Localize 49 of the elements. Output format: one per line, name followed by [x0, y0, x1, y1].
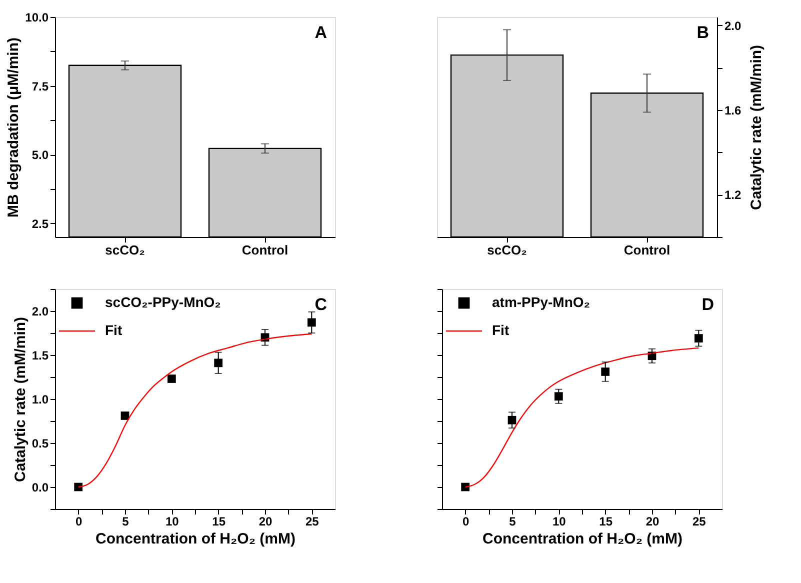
point	[461, 482, 470, 492]
point	[694, 334, 703, 342]
point	[601, 368, 610, 376]
y2-axis-title: Catalytic rate (mM/min)	[748, 44, 766, 210]
point	[167, 374, 176, 383]
x-tick-label: 25	[692, 514, 706, 528]
legend-label: Fit	[105, 322, 122, 338]
y2-tick-label: 1.2	[724, 188, 742, 202]
point	[120, 412, 130, 420]
y-tick-label: 5.0	[32, 148, 49, 162]
x-axis-title: Concentration of H₂O₂ (mM)	[482, 530, 682, 548]
x-tick-label: 0	[462, 514, 470, 528]
y-tick-label: 1.0	[32, 392, 49, 406]
x-tick-label: 5	[122, 514, 130, 528]
y-axis-title: MB degradation (μM/min)	[5, 37, 22, 218]
point	[214, 358, 223, 368]
x-tick-label: scCO₂	[487, 242, 528, 258]
x-axis-title: Concentration of H₂O₂ (mM)	[96, 530, 296, 548]
y-tick-label: 2.0	[32, 304, 49, 318]
x-tick-label: Control	[624, 242, 670, 258]
y-tick-label: 2.5	[32, 216, 49, 231]
x-tick-label: 20	[258, 514, 272, 528]
x-tick-label: 20	[646, 514, 660, 528]
y-tick-label: 0.0	[32, 480, 49, 494]
y2-tick-label: 2.0	[724, 18, 742, 33]
x-tick-label: 15	[599, 514, 613, 528]
annotation: A	[314, 23, 327, 42]
legend-label: Fit	[492, 322, 510, 338]
legend-label: atm-PPy-MnO₂	[492, 294, 590, 310]
x-tick-label: 0	[75, 514, 82, 528]
x-tick-label: 25	[305, 514, 320, 528]
x-tick-label: scCO₂	[105, 242, 146, 258]
x-tick-label: Control	[242, 242, 288, 258]
point	[74, 482, 83, 492]
y-tick-label: 7.5	[32, 79, 49, 94]
x-tick-label: 10	[165, 514, 180, 528]
x-tick-label: 5	[509, 514, 516, 528]
y-tick-label: 10.0	[25, 10, 49, 24]
legend-label: scCO₂-PPy-MnO₂	[105, 294, 221, 310]
y-tick-label: 0.5	[32, 436, 49, 450]
annotation: D	[702, 295, 714, 314]
annotation: B	[696, 23, 709, 42]
y-axis-title: Catalytic rate (mM/min)	[12, 316, 29, 482]
y-tick-label: 1.5	[32, 348, 49, 362]
annotation: C	[314, 295, 327, 314]
y2-tick-label: 1.6	[724, 104, 742, 118]
x-tick-label: 15	[212, 514, 226, 528]
x-tick-label: 10	[552, 514, 566, 528]
point	[554, 392, 563, 401]
